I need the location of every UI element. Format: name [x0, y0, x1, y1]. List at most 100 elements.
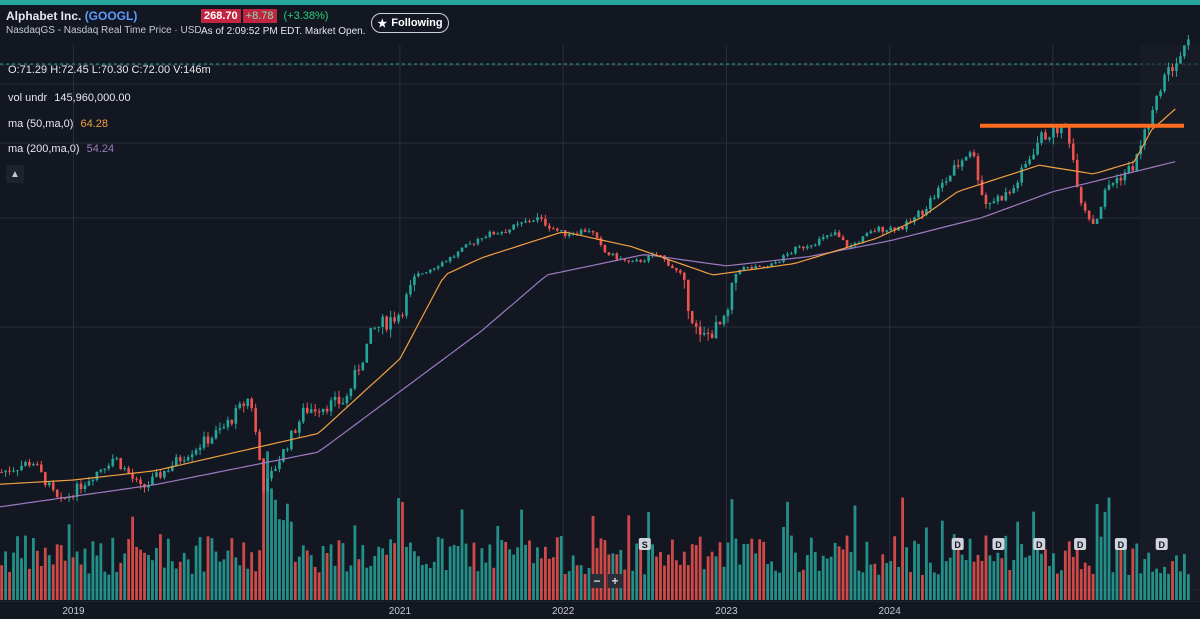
- candle-body: [301, 407, 305, 422]
- volume-bar: [333, 565, 337, 600]
- volume-bar: [1071, 556, 1075, 600]
- volume-bar: [635, 543, 639, 600]
- volume-bar: [1028, 555, 1032, 600]
- candle-body: [409, 285, 412, 295]
- volume-bar: [591, 515, 595, 600]
- volume-bar: [738, 564, 742, 600]
- candle-body: [1163, 74, 1166, 92]
- candle-body: [980, 180, 984, 195]
- volume-bar: [218, 561, 222, 600]
- candle-body: [1012, 188, 1016, 193]
- volume-bar: [1008, 570, 1012, 600]
- candle-body: [36, 464, 39, 466]
- volume-bar: [996, 552, 1000, 600]
- candle-body: [714, 321, 718, 339]
- candle-body: [877, 226, 881, 232]
- candle-body: [1004, 192, 1008, 201]
- candle-body: [885, 230, 889, 232]
- candle-body: [87, 481, 91, 486]
- volume-bar: [198, 537, 202, 600]
- following-label: Following: [391, 17, 443, 29]
- company-name: Alphabet Inc.: [6, 9, 82, 23]
- volume-bar: [1123, 548, 1127, 600]
- volume-bar: [1143, 559, 1147, 600]
- volume-bar: [524, 544, 527, 600]
- volume-bar: [663, 565, 666, 600]
- candle-body: [1111, 183, 1115, 185]
- volume-bar: [948, 557, 952, 600]
- volume-bar: [1175, 555, 1178, 600]
- candle-body: [817, 238, 821, 245]
- volume-bar: [1095, 503, 1099, 600]
- volume-bar: [1067, 541, 1071, 600]
- ma50-indicator[interactable]: ma (50,ma,0) 64.28: [8, 118, 108, 130]
- candle-body: [679, 270, 682, 273]
- candle-body: [333, 396, 337, 401]
- volume-bar: [587, 567, 591, 600]
- volume-bar: [1000, 558, 1004, 600]
- candle-body: [595, 232, 599, 239]
- candle-body: [984, 194, 988, 204]
- ma50-label: ma (50,ma,0): [8, 118, 74, 130]
- volume-bar: [99, 543, 103, 600]
- candle-body: [524, 221, 527, 223]
- candle-body: [226, 419, 230, 428]
- ticker-symbol[interactable]: (GOOGL): [84, 9, 138, 23]
- volume-bar: [75, 551, 79, 600]
- volume-bar: [917, 543, 920, 600]
- volume-bar: [353, 525, 357, 600]
- candle-body: [266, 478, 269, 492]
- chart-grid: [0, 45, 1200, 603]
- volume-bar: [238, 565, 242, 600]
- following-button[interactable]: ★ Following: [371, 13, 449, 33]
- volume-indicator[interactable]: vol undr 145,960,000.00: [8, 92, 131, 104]
- volume-bar: [1044, 549, 1047, 600]
- candle-body: [12, 470, 15, 472]
- dividend-marker: D: [954, 540, 961, 550]
- volume-bar: [670, 539, 674, 600]
- volume-bar: [226, 550, 230, 600]
- candle-body: [432, 268, 436, 270]
- volume-bar: [928, 562, 932, 600]
- volume-bar: [809, 537, 813, 600]
- candle-body: [897, 227, 900, 231]
- candle-body: [694, 323, 698, 327]
- candle-body: [520, 222, 523, 224]
- volume-bar: [31, 537, 35, 600]
- candle-body: [484, 236, 488, 239]
- volume-bar: [960, 554, 964, 600]
- volume-bar: [206, 536, 210, 600]
- volume-bar: [135, 546, 138, 600]
- candle-body: [746, 267, 750, 269]
- volume-bar: [12, 552, 15, 600]
- candle-body: [833, 232, 837, 236]
- candle-body: [706, 332, 710, 334]
- zoom-in-button[interactable]: +: [608, 574, 622, 588]
- dividend-marker-bg: [1114, 538, 1127, 550]
- volume-bar: [1111, 572, 1115, 600]
- volume-bar: [472, 542, 476, 600]
- candle-body: [671, 265, 674, 269]
- price-change: +8.78: [242, 9, 277, 23]
- volume-bar: [397, 498, 400, 600]
- chevron-up-icon[interactable]: ▲: [6, 165, 24, 183]
- volume-bar: [329, 544, 333, 600]
- zoom-out-button[interactable]: −: [590, 574, 604, 588]
- volume-bar: [413, 551, 416, 600]
- volume-bar: [444, 570, 448, 600]
- dividend-marker-bg: [1033, 538, 1046, 550]
- volume-bar: [734, 538, 738, 600]
- candle-body: [829, 235, 833, 237]
- ma200-indicator[interactable]: ma (200,ma,0) 54.24: [8, 143, 114, 155]
- candle-body: [738, 270, 742, 274]
- candle-body: [1159, 91, 1162, 96]
- candle-body: [317, 411, 321, 413]
- candle-body: [286, 449, 289, 451]
- candle-body: [504, 232, 507, 234]
- candle-body: [905, 221, 908, 230]
- volume-bar: [536, 547, 539, 600]
- volume-bar: [289, 521, 293, 600]
- candle-body: [107, 465, 111, 469]
- volume-bar: [214, 551, 218, 600]
